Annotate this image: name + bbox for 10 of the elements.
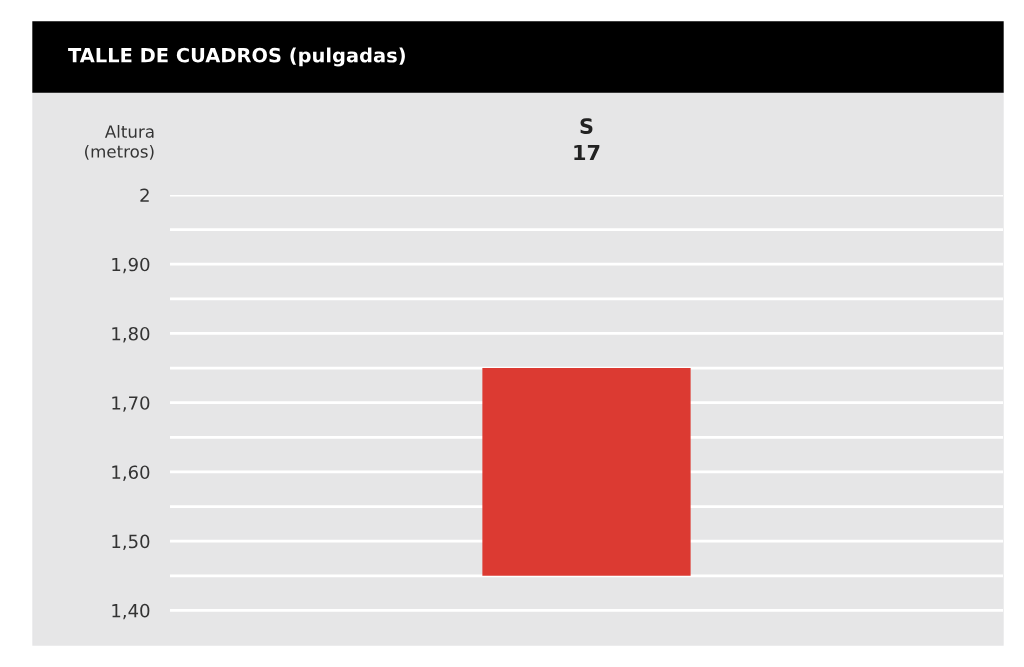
x-tick-label: S 17 (574, 118, 600, 161)
y-axis-title: Altura (metros) (85, 124, 154, 160)
y-tick-label: 1,70 (112, 396, 150, 412)
y-tick-label: 1,90 (112, 257, 150, 274)
chart-title: TALLE DE CUADROS (pulgadas) (68, 47, 405, 67)
y-tick-label: 1,80 (112, 326, 150, 343)
y-tick-label: 2 (140, 188, 149, 202)
y-tick-label: 1,50 (112, 534, 150, 551)
y-tick-label: 1,40 (112, 603, 150, 620)
y-tick-label: 1,60 (112, 465, 150, 481)
